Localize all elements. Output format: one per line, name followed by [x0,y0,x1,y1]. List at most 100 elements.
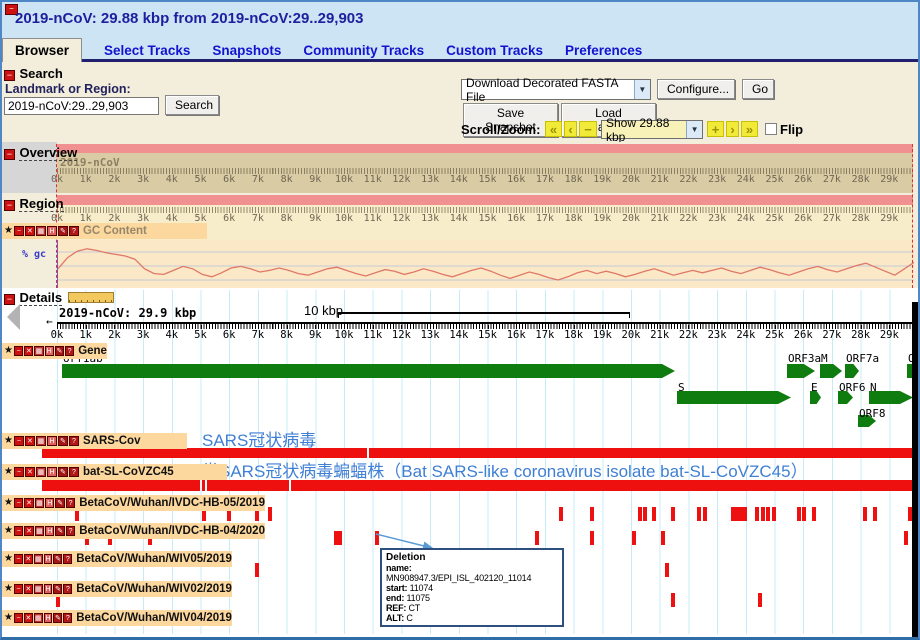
variant-tick[interactable] [590,531,594,545]
tab-custom-tracks[interactable]: Custom Tracks [446,43,543,58]
highlight-track-icon[interactable]: H [46,436,57,446]
share-track-icon[interactable]: ▦ [33,584,43,594]
favorite-star-icon[interactable]: ★ [4,612,13,623]
share-track-icon[interactable]: ▦ [33,554,43,564]
share-track-icon[interactable]: ▦ [35,226,46,236]
download-select[interactable]: Download Decorated FASTA File ▼ [461,76,651,104]
help-track-icon[interactable]: ? [63,613,73,623]
variant-tick[interactable] [535,531,539,545]
tab-community-tracks[interactable]: Community Tracks [303,43,425,58]
variant-tick[interactable] [268,507,272,521]
variant-tick[interactable] [908,507,912,521]
landmark-input[interactable]: 2019-nCoV:29..29,903 [4,97,159,115]
share-track-icon[interactable]: ▦ [35,467,46,477]
favorite-star-icon[interactable]: ★ [4,553,13,564]
zoom-in-button[interactable]: + [707,121,724,137]
variant-tick[interactable] [202,507,206,521]
highlight-track-icon[interactable]: H [45,498,55,508]
variant-tick[interactable] [766,507,770,521]
gene-m[interactable] [820,364,842,378]
close-track-icon[interactable]: ✕ [24,436,35,446]
variant-tick[interactable] [739,507,743,521]
variant-tick[interactable] [802,507,806,521]
help-track-icon[interactable]: ? [65,526,76,536]
gene-orf6[interactable] [838,391,853,404]
variant-tick[interactable] [758,593,762,607]
variant-tick[interactable] [665,563,669,577]
share-track-icon[interactable]: ▦ [34,346,44,356]
collapse-section-icon[interactable]: − [4,200,15,211]
favorite-star-icon[interactable]: ★ [4,497,13,508]
tab-select-tracks[interactable]: Select Tracks [104,43,191,58]
overview-selection-bar[interactable] [57,144,913,153]
variant-tick[interactable] [643,507,647,521]
help-track-icon[interactable]: ? [65,498,76,508]
highlight-track-icon[interactable]: H [45,526,55,536]
scroll-far-right-button[interactable]: » [741,121,758,137]
ruler-widget[interactable] [68,292,114,303]
collapse-window-icon[interactable]: − [5,4,18,15]
close-track-icon[interactable]: ✕ [24,346,34,356]
highlight-track-icon[interactable]: H [43,613,53,623]
variant-tick[interactable] [227,507,231,521]
close-track-icon[interactable]: ✕ [24,226,35,236]
variant-tick[interactable] [761,507,765,521]
close-track-icon[interactable]: ✕ [24,498,34,508]
variant-tick[interactable] [56,593,60,607]
selection-left-edge[interactable] [56,144,57,288]
variant-tick[interactable] [255,563,259,577]
collapse-track-icon[interactable]: − [13,526,24,536]
variant-tick[interactable] [559,507,563,521]
alignment-bar[interactable] [42,448,367,458]
close-track-icon[interactable]: ✕ [23,554,33,564]
highlight-track-icon[interactable]: H [44,346,54,356]
configure-track-icon[interactable]: ✎ [57,436,68,446]
collapse-track-icon[interactable]: − [13,226,24,236]
collapse-section-icon[interactable]: − [4,149,15,160]
close-track-icon[interactable]: ✕ [23,613,33,623]
alignment-bar[interactable] [369,448,913,458]
help-track-icon[interactable]: ? [68,467,79,477]
gene-e[interactable] [810,391,821,404]
configure-track-icon[interactable]: ✎ [55,526,65,536]
scroll-left-button[interactable]: ‹ [564,121,577,137]
tab-browser[interactable]: Browser [2,38,83,64]
configure-track-icon[interactable]: ✎ [55,498,65,508]
favorite-star-icon[interactable]: ★ [4,583,13,594]
gene-orf1ab[interactable] [62,364,675,378]
collapse-track-icon[interactable]: − [13,346,24,356]
help-track-icon[interactable]: ? [63,584,73,594]
variant-tick[interactable] [735,507,739,521]
variant-tick[interactable] [375,531,379,545]
share-track-icon[interactable]: ▦ [33,613,43,623]
collapse-track-icon[interactable]: − [13,467,24,477]
zoom-out-button[interactable]: − [579,121,597,137]
share-track-icon[interactable]: ▦ [34,526,45,536]
configure-track-icon[interactable]: ✎ [53,613,63,623]
variant-tick[interactable] [873,507,877,521]
close-track-icon[interactable]: ✕ [24,467,35,477]
gene-orf3a[interactable] [787,364,815,378]
pan-left-arrow[interactable] [7,304,20,330]
highlight-track-icon[interactable]: H [46,226,57,236]
tab-snapshots[interactable]: Snapshots [212,43,282,58]
variant-tick[interactable] [334,531,338,545]
share-track-icon[interactable]: ▦ [34,498,45,508]
help-track-icon[interactable]: ? [68,226,79,236]
share-track-icon[interactable]: ▦ [35,436,46,446]
alignment-bar[interactable] [207,480,289,491]
close-track-icon[interactable]: ✕ [24,526,34,536]
variant-tick[interactable] [671,593,675,607]
region-selection-bar[interactable] [57,195,913,205]
zoom-level-select[interactable]: Show 29.88 kbp ▼ [601,116,703,144]
configure-track-icon[interactable]: ✎ [54,346,64,356]
gc-content-plot[interactable] [57,240,915,288]
search-button[interactable]: Search [165,95,219,115]
variant-tick[interactable] [638,507,642,521]
tab-preferences[interactable]: Preferences [564,43,643,58]
favorite-star-icon[interactable]: ★ [4,466,13,477]
help-track-icon[interactable]: ? [64,346,75,356]
gene-orf7a[interactable] [845,364,859,378]
configure-track-icon[interactable]: ✎ [53,584,63,594]
variant-tick[interactable] [863,507,867,521]
